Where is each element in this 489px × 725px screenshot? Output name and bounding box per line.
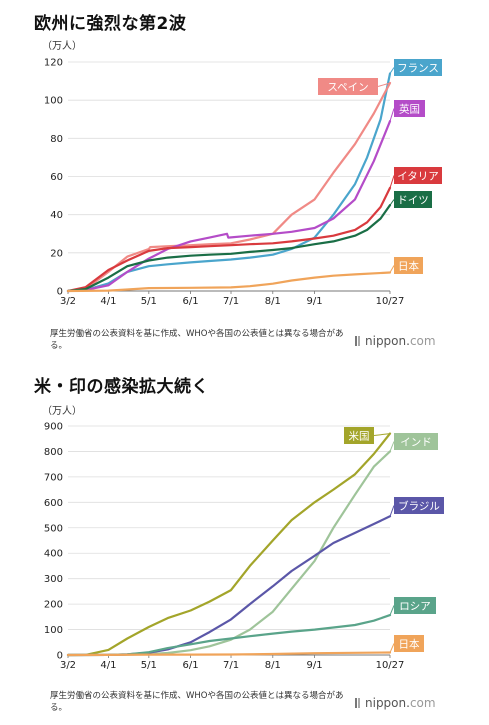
series-label-box-0: [394, 59, 442, 76]
label-leader-4: [389, 643, 395, 653]
series-label-3: ロシア: [399, 601, 431, 613]
y-tick-label: 60: [50, 172, 63, 183]
x-tick-label: 9/1: [307, 296, 323, 307]
y-tick-label: 300: [44, 574, 63, 585]
x-tick-label: 8/1: [265, 296, 281, 307]
series-line-4: [66, 204, 392, 293]
chart2-plot: 0 100 200 300 400 500 600 700 800 900 3/2 4/1 5/1 6/1…: [44, 422, 444, 671]
x-tick-label: 7/1: [223, 296, 239, 307]
series-label-box-4: [394, 191, 432, 208]
series-label-1: インド: [400, 437, 432, 449]
brand-dot: .: [406, 696, 410, 710]
series-label-2: 英国: [399, 103, 420, 116]
x-tick-label: 8/1: [265, 660, 281, 671]
y-tick-label: 0: [57, 287, 63, 298]
x-tick-label: 10/27: [376, 660, 405, 671]
series-label-0: 米国: [349, 430, 370, 443]
x-tick-label: 3/2: [60, 660, 76, 671]
series-label-box-2: [394, 497, 444, 514]
series-line-2: [66, 515, 392, 657]
label-leader-2: [389, 108, 395, 122]
series-label-4: ドイツ: [397, 195, 429, 207]
series-label-box-1: [394, 433, 438, 450]
y-tick-label: 100: [44, 625, 63, 636]
series-label-box-0: [344, 427, 374, 444]
series-label-0: フランス: [397, 63, 439, 75]
label-leader-4: [389, 199, 395, 206]
label-leader-3: [389, 175, 395, 189]
y-tick-label: 900: [44, 422, 63, 433]
x-tick-label: 10/27: [376, 296, 405, 307]
y-tick-label: 80: [50, 134, 63, 145]
x-tick-label: 4/1: [100, 296, 116, 307]
series-line-3: [66, 186, 392, 293]
series-line-0: [66, 432, 392, 657]
series-label-box-2: [394, 100, 425, 117]
brand-logo-1: nippon.com: [355, 334, 436, 348]
label-leader-1: [389, 441, 395, 452]
chart1-plot: 0 20 40 60 80 100 120 3/2 4/1 5/1 6/1 7/1 8/1 9/1 10/2…: [44, 58, 442, 307]
x-tick-label: 9/1: [307, 660, 323, 671]
series-label-box-3: [394, 167, 442, 184]
series-line-0: [66, 72, 392, 293]
x-tick-label: 6/1: [183, 296, 199, 307]
series-label-2: ブラジル: [398, 500, 440, 513]
series-line-4: [66, 651, 392, 657]
series-label-5: 日本: [398, 260, 419, 273]
y-tick-label: 40: [50, 210, 63, 221]
y-tick-label: 700: [44, 472, 63, 483]
y-tick-label: 600: [44, 498, 63, 509]
brand-suffix: com: [409, 696, 436, 710]
brand-suffix: com: [409, 334, 436, 348]
y-tick-label: 400: [44, 549, 63, 560]
label-leader-1: [377, 82, 391, 87]
y-tick-label: 100: [44, 96, 63, 107]
y-tick-label: 0: [57, 651, 63, 662]
chart1-unit: （万人）: [42, 41, 82, 52]
chart2-unit: （万人）: [42, 406, 82, 417]
brand-name: nippon: [365, 334, 407, 348]
brand-name: nippon: [365, 696, 407, 710]
label-leader-0: [389, 67, 395, 74]
label-leader-5: [389, 265, 395, 273]
series-line-1: [66, 81, 392, 293]
x-tick-label: 5/1: [141, 660, 157, 671]
x-tick-label: 6/1: [183, 660, 199, 671]
label-leader-2: [389, 505, 395, 517]
x-tick-label: 4/1: [100, 660, 116, 671]
series-label-3: イタリア: [397, 171, 439, 183]
chart1-title: 欧州に強烈な第2波: [34, 14, 187, 34]
series-label-box-1: [318, 78, 378, 95]
y-tick-label: 800: [44, 447, 63, 458]
label-leader-3: [389, 605, 395, 616]
series-label-box-5: [394, 257, 423, 274]
chart2-title: 米・印の感染拡大続く: [34, 377, 209, 397]
y-tick-label: 200: [44, 600, 63, 611]
series-line-3: [66, 614, 392, 657]
series-label-4: 日本: [399, 638, 420, 651]
y-tick-label: 120: [44, 58, 63, 69]
chart2-note: 厚生労働省の公表資料を基に作成、WHOや各国の公表値とは異なる場合がある。: [50, 691, 344, 713]
brand-dot: .: [406, 334, 410, 348]
series-label-box-3: [394, 597, 436, 614]
series-line-2: [66, 120, 392, 293]
series-label-box-4: [394, 635, 424, 652]
x-tick-label: 5/1: [141, 296, 157, 307]
label-leader-0: [373, 433, 391, 436]
y-tick-label: 20: [50, 248, 63, 259]
brand-logo-2: nippon.com: [355, 696, 436, 710]
chart1-note: 厚生労働省の公表資料を基に作成、WHOや各国の公表値とは異なる場合がある。: [50, 329, 344, 351]
y-tick-label: 500: [44, 523, 63, 534]
x-tick-label: 7/1: [223, 660, 239, 671]
x-tick-label: 3/2: [60, 296, 76, 307]
series-line-5: [66, 271, 392, 293]
series-label-1: スペイン: [327, 82, 368, 94]
